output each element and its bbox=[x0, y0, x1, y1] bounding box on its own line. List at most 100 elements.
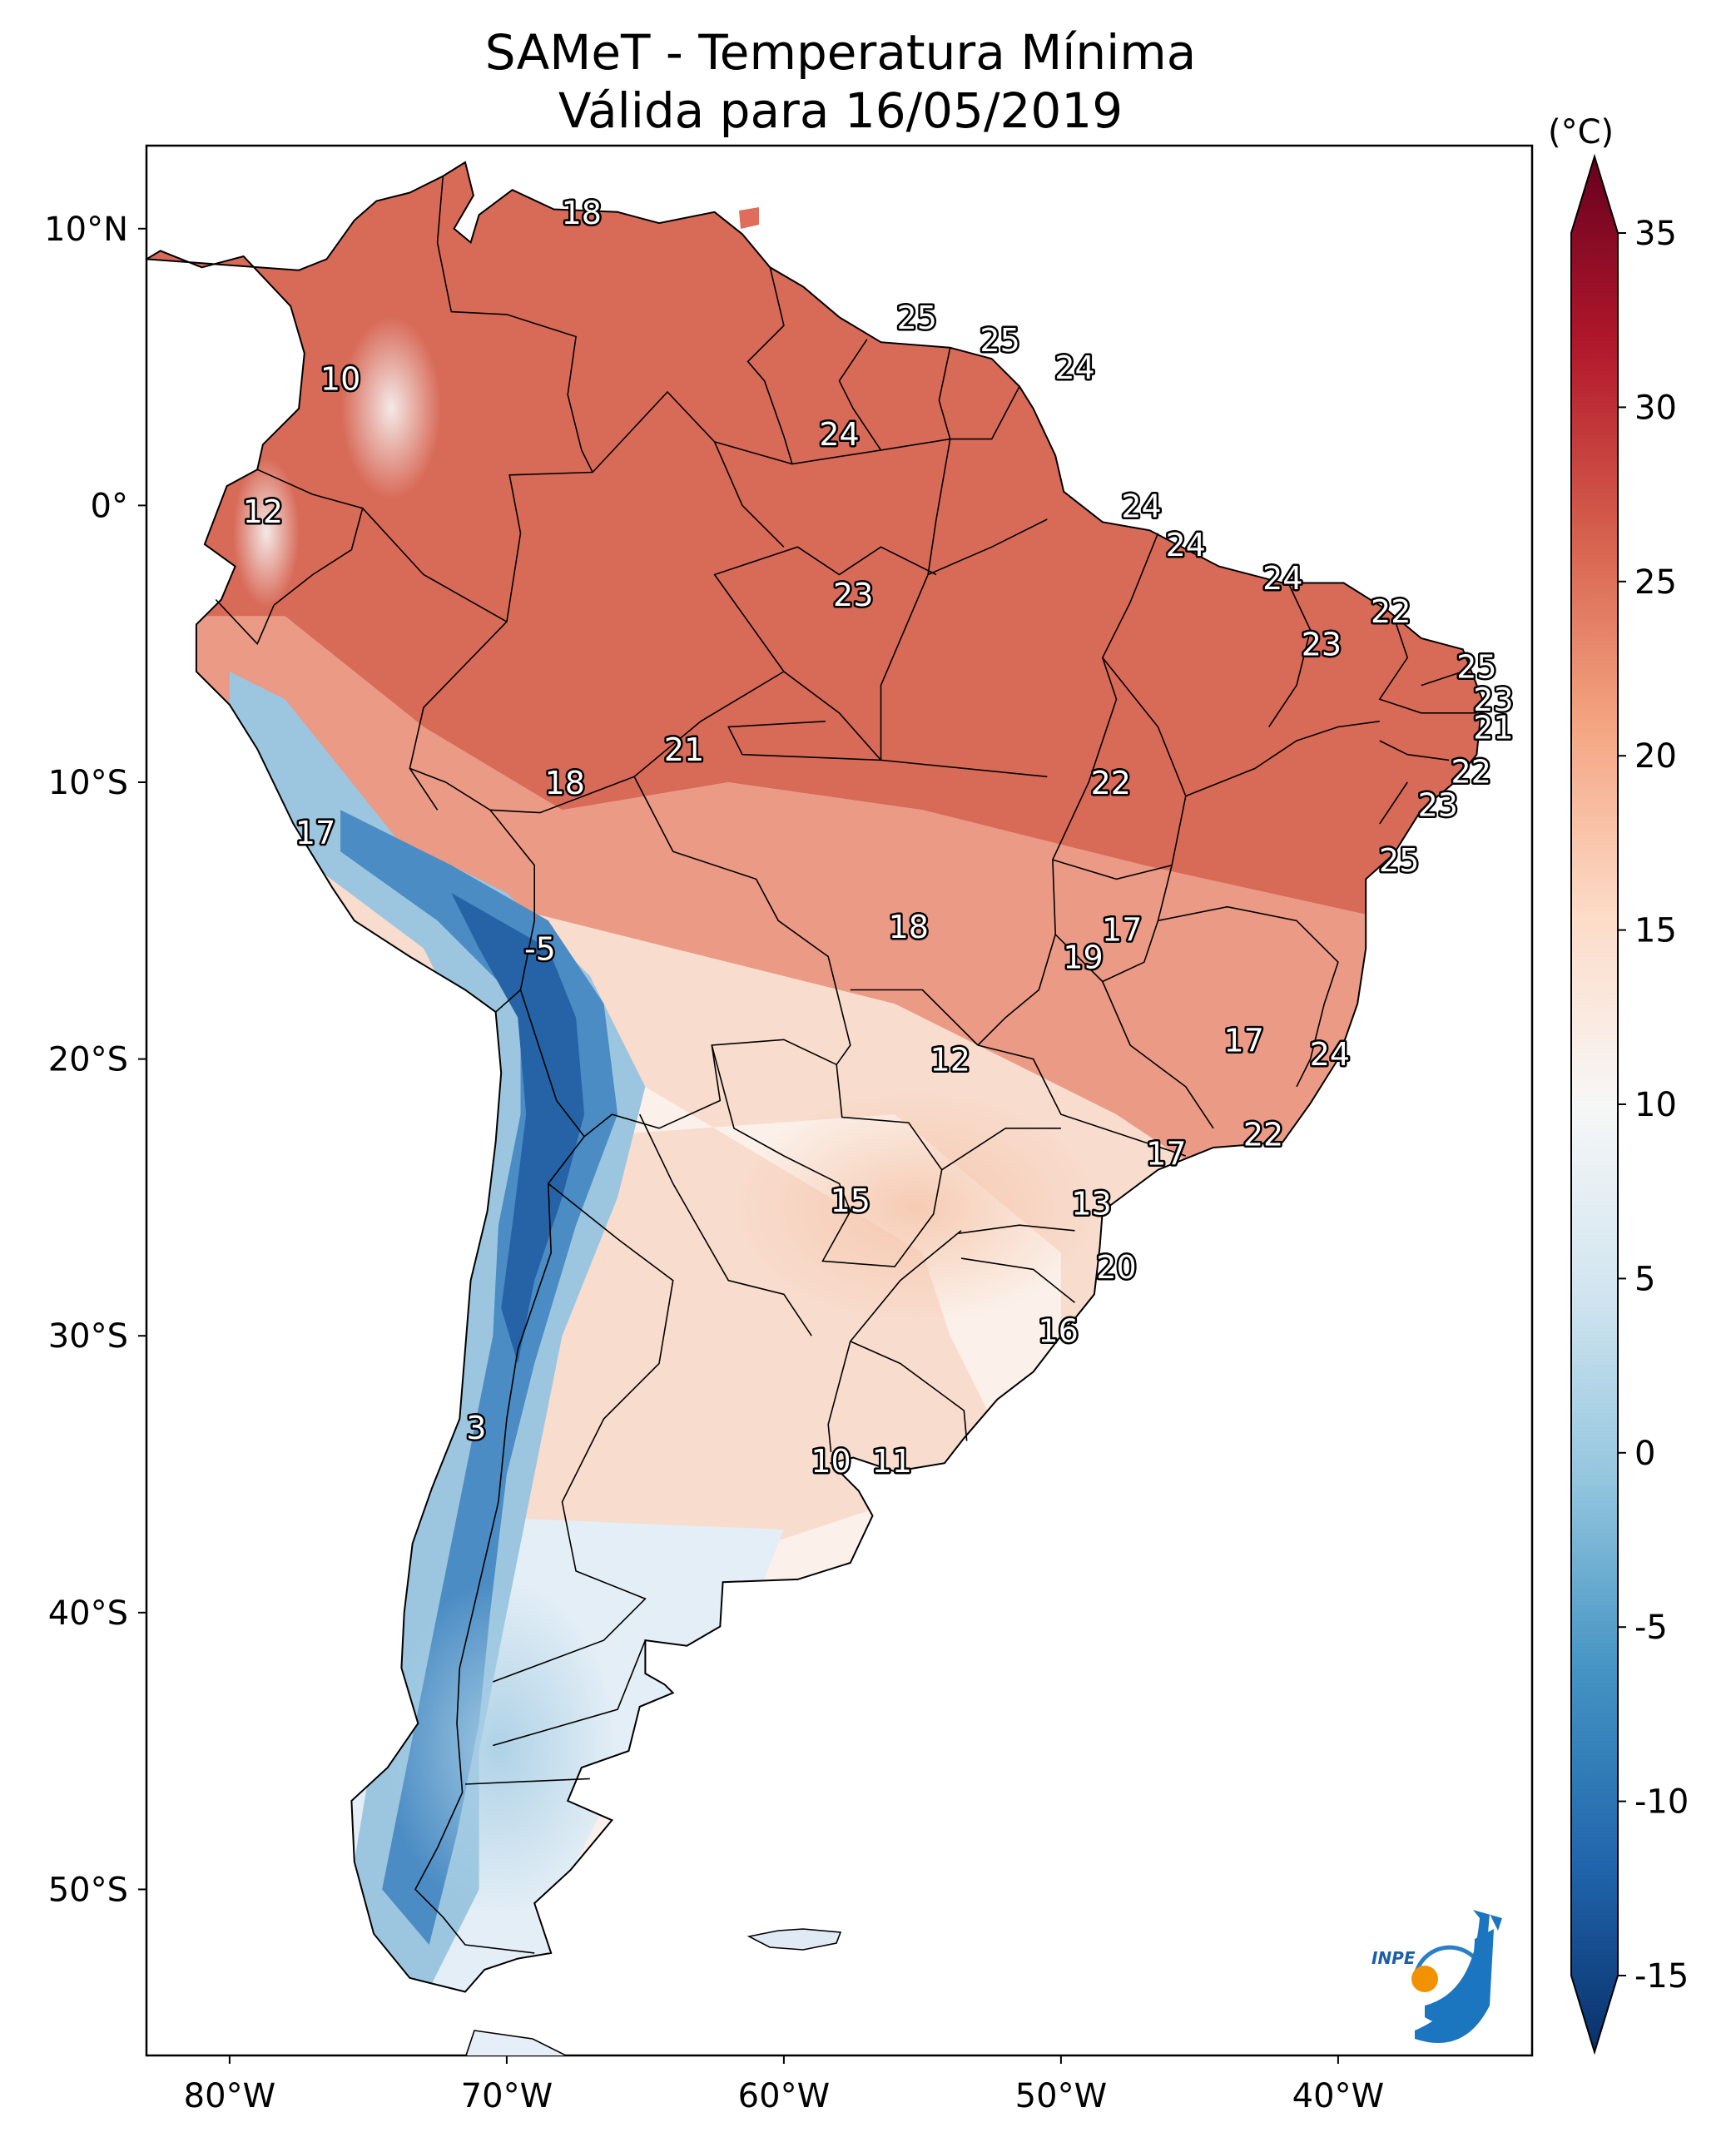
lon-tick-label: 40°W bbox=[1292, 2077, 1384, 2115]
temperature-label: 13 bbox=[1071, 1186, 1111, 1222]
temperature-label: 23 bbox=[1302, 627, 1342, 663]
temperature-label: 22 bbox=[1243, 1116, 1283, 1153]
temperature-label: 25 bbox=[1456, 648, 1496, 685]
lon-tick-label: 80°W bbox=[184, 2077, 275, 2115]
border-line bbox=[633, 671, 785, 777]
colorbar-tick-label: 25 bbox=[1634, 563, 1677, 602]
border-line bbox=[850, 1341, 968, 1441]
border-line bbox=[977, 1044, 1187, 1157]
temperature-label: 21 bbox=[664, 731, 704, 768]
border-line bbox=[1102, 981, 1214, 1129]
temperature-label: 17 bbox=[295, 815, 335, 851]
border-line bbox=[958, 1224, 1075, 1234]
lon-tick-label: 50°W bbox=[1015, 2077, 1107, 2115]
colorbar-tick-label: 0 bbox=[1634, 1435, 1655, 1473]
border-line bbox=[1378, 616, 1477, 714]
colorbar-tick-label: 5 bbox=[1634, 1260, 1655, 1298]
inpe-logo: INPE bbox=[1371, 1910, 1502, 2043]
border-line bbox=[1421, 671, 1464, 687]
temperature-label: 23 bbox=[833, 577, 873, 613]
temperature-label: 18 bbox=[889, 909, 929, 945]
border-line bbox=[941, 1128, 1061, 1171]
temperature-label: 24 bbox=[1310, 1036, 1350, 1073]
border-line bbox=[1268, 583, 1312, 727]
longitude-axis: 80°W 70°W 60°W 50°W 40°W bbox=[184, 2055, 1384, 2115]
colorbar-tick-label: -10 bbox=[1634, 1783, 1689, 1822]
border-line bbox=[838, 339, 882, 451]
temperature-label: 24 bbox=[1262, 560, 1302, 597]
border-line bbox=[493, 1639, 647, 1747]
temperature-label: 17 bbox=[1146, 1136, 1186, 1173]
colorbar-ticks: 35 30 25 20 15 10 5 0 -5 -10 -15 bbox=[1618, 215, 1689, 1996]
logo-text: INPE bbox=[1371, 1948, 1416, 1968]
border-line bbox=[1158, 905, 1339, 1004]
temperature-label: 24 bbox=[1054, 350, 1094, 386]
border-line bbox=[493, 1183, 674, 1683]
border-line bbox=[850, 989, 979, 1046]
colorbar-unit: (°C) bbox=[1548, 113, 1614, 151]
temperature-label: 17 bbox=[1224, 1022, 1264, 1059]
logo-sun-icon bbox=[1411, 1966, 1438, 1992]
border-line bbox=[519, 989, 585, 1138]
border-line bbox=[409, 767, 439, 811]
colorbar-tick-label: -15 bbox=[1634, 1957, 1689, 1996]
temperature-label: 15 bbox=[831, 1183, 870, 1219]
colorbar-tick-label: 10 bbox=[1634, 1086, 1677, 1124]
temperature-label: 19 bbox=[1063, 940, 1103, 976]
temperature-label: 23 bbox=[1473, 682, 1513, 718]
temperature-label: 22 bbox=[1451, 754, 1491, 791]
title-line-1: SAMeT - Temperatura Mínima bbox=[484, 24, 1197, 81]
island-falklands bbox=[746, 1928, 842, 1951]
temperature-label: 21 bbox=[1473, 710, 1513, 746]
border-line bbox=[711, 1044, 943, 1267]
border-line bbox=[215, 469, 364, 646]
temperature-label: 11 bbox=[872, 1443, 912, 1480]
temperature-label: 24 bbox=[819, 416, 859, 453]
border-line bbox=[713, 441, 785, 548]
colorbar-body bbox=[1570, 153, 1619, 2055]
border-line bbox=[727, 721, 881, 761]
temperature-label: 20 bbox=[1096, 1249, 1136, 1286]
temperature-label: 18 bbox=[562, 195, 602, 231]
lat-tick-label: 50°S bbox=[48, 1871, 128, 1909]
lat-tick-label: 20°S bbox=[48, 1041, 128, 1079]
colorbar-tick-label: -5 bbox=[1634, 1609, 1668, 1647]
border-line bbox=[977, 533, 1159, 1046]
temperature-label: 24 bbox=[1166, 527, 1206, 563]
temperature-label: 17 bbox=[1102, 911, 1142, 948]
border-line bbox=[1185, 721, 1380, 797]
border-line bbox=[414, 1136, 585, 1954]
lon-tick-label: 60°W bbox=[738, 2077, 830, 2115]
island-trinidad bbox=[739, 207, 759, 229]
temperature-label: 22 bbox=[1091, 765, 1131, 801]
border-line bbox=[960, 1257, 1075, 1303]
country-state-borders bbox=[215, 176, 1477, 1954]
title-line-2: Válida para 16/05/2019 bbox=[558, 82, 1123, 139]
lat-tick-label: 40°S bbox=[48, 1594, 128, 1633]
lat-tick-label: 0° bbox=[91, 487, 128, 525]
border-line bbox=[436, 176, 593, 473]
border-line bbox=[1052, 657, 1187, 880]
temperature-label: 10 bbox=[811, 1443, 851, 1480]
border-line bbox=[638, 1113, 812, 1336]
lat-tick-label: 10°N bbox=[44, 211, 128, 249]
temperature-label: 18 bbox=[545, 765, 585, 801]
border-line bbox=[362, 508, 535, 1013]
border-line bbox=[1379, 740, 1450, 761]
map-title: SAMeT - Temperatura Mínima Válida para 1… bbox=[0, 23, 1681, 140]
colorbar: (°C) 35 30 25 20 15 10 5 0 -5 -10 -15 bbox=[1548, 113, 1689, 2055]
border-line bbox=[938, 347, 951, 439]
border-line bbox=[746, 267, 793, 464]
border-line bbox=[464, 1778, 590, 1785]
island-tierra-del-fuego bbox=[465, 2030, 568, 2055]
temperature-label: 25 bbox=[1379, 842, 1419, 879]
temperature-label: 25 bbox=[897, 300, 937, 336]
border-line bbox=[1054, 865, 1173, 983]
temperature-label: -5 bbox=[524, 931, 556, 968]
border-line bbox=[927, 518, 1048, 576]
colorbar-tick-label: 20 bbox=[1634, 737, 1677, 776]
temperature-label: 10 bbox=[320, 360, 360, 397]
temperature-label: 16 bbox=[1038, 1313, 1078, 1350]
